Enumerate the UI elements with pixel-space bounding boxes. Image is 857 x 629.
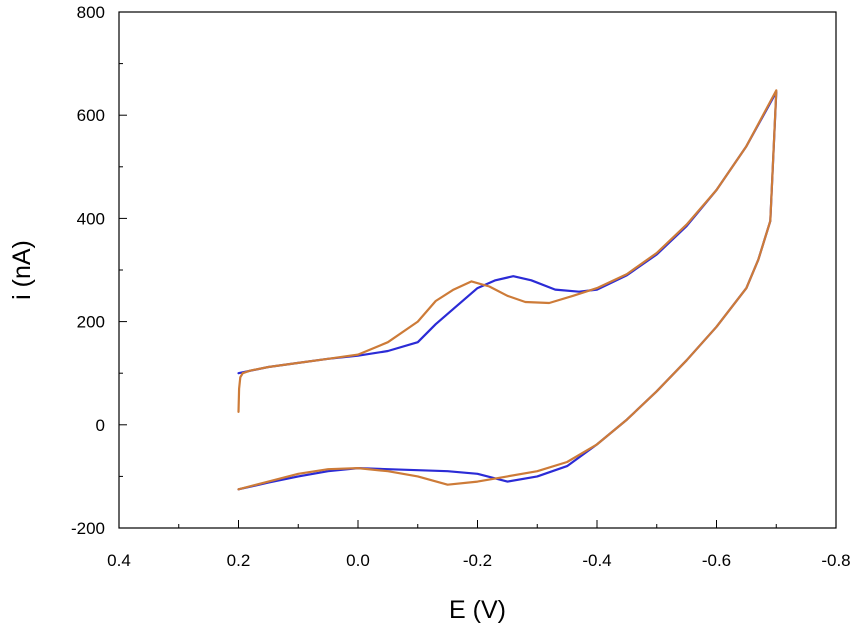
y-axis-ticks: -200 0 200 400 600 800 — [71, 3, 127, 538]
y-axis-title: i (nA) — [8, 240, 36, 300]
series-line-1 — [237, 90, 778, 491]
x-tick-label: -0.4 — [582, 551, 611, 570]
x-axis-ticks: 0.4 0.2 0.0 -0.2 -0.4 -0.6 -0.8 — [107, 520, 851, 570]
x-tick-label: 0.2 — [227, 551, 251, 570]
x-tick-label: -0.8 — [821, 551, 850, 570]
x-axis-title: E (V) — [449, 596, 506, 624]
y-tick-label: 0 — [96, 416, 105, 435]
y-tick-label: 200 — [77, 313, 105, 332]
x-tick-label: 0.4 — [107, 551, 131, 570]
y-tick-label: 800 — [77, 3, 105, 22]
y-tick-label: 400 — [77, 209, 105, 228]
series-layer — [237, 89, 778, 491]
x-tick-label: 0.0 — [346, 551, 370, 570]
x-tick-label: -0.6 — [702, 551, 731, 570]
y-tick-label: -200 — [71, 519, 105, 538]
x-tick-label: -0.2 — [463, 551, 492, 570]
plot-area-frame — [118, 11, 837, 529]
y-tick-label: 600 — [77, 106, 105, 125]
series-line-2 — [237, 89, 778, 491]
